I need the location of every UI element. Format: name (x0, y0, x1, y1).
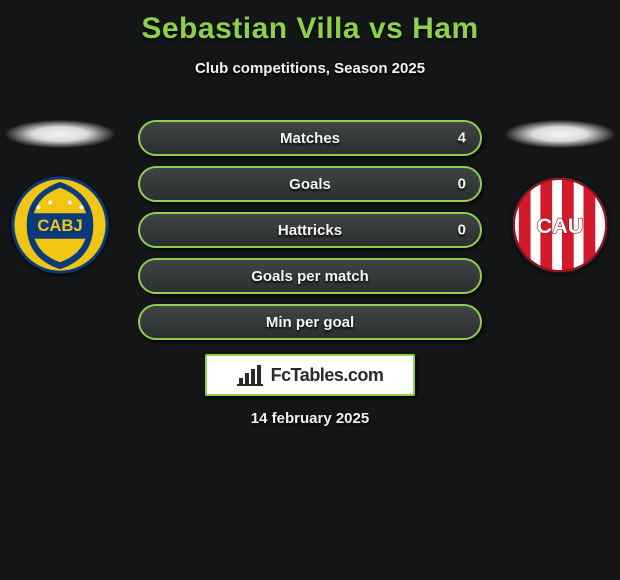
stat-label: Goals (289, 176, 331, 193)
brand-text: FcTables.com (271, 365, 384, 386)
right-player-column: CAU (500, 120, 620, 274)
stat-row: Matches 4 (138, 120, 482, 156)
stat-label: Hattricks (278, 222, 342, 239)
stat-label: Goals per match (251, 268, 369, 285)
subtitle: Club competitions, Season 2025 (0, 60, 620, 77)
brand-box: FcTables.com (205, 354, 415, 396)
stat-value-right: 4 (458, 130, 466, 147)
stat-value-right: 0 (458, 176, 466, 193)
stat-row: Goals 0 (138, 166, 482, 202)
stats-list: Matches 4 Goals 0 Hattricks 0 Goals per … (138, 120, 482, 340)
left-team-badge: CABJ (11, 176, 109, 274)
player-silhouette-left (5, 120, 115, 148)
stat-row: Min per goal (138, 304, 482, 340)
stat-row: Goals per match (138, 258, 482, 294)
page-title: Sebastian Villa vs Ham (0, 0, 620, 46)
union-badge-icon: CAU (511, 176, 609, 274)
player-silhouette-right (505, 120, 615, 148)
stat-label: Matches (280, 130, 340, 147)
right-team-badge: CAU (511, 176, 609, 274)
left-player-column: CABJ (0, 120, 120, 274)
stat-label: Min per goal (266, 314, 354, 331)
stat-row: Hattricks 0 (138, 212, 482, 248)
date-line: 14 february 2025 (0, 410, 620, 427)
svg-text:CABJ: CABJ (37, 216, 82, 235)
bar-chart-icon (237, 364, 263, 386)
stat-value-right: 0 (458, 222, 466, 239)
boca-badge-icon: CABJ (11, 176, 109, 274)
svg-text:CAU: CAU (537, 213, 584, 238)
